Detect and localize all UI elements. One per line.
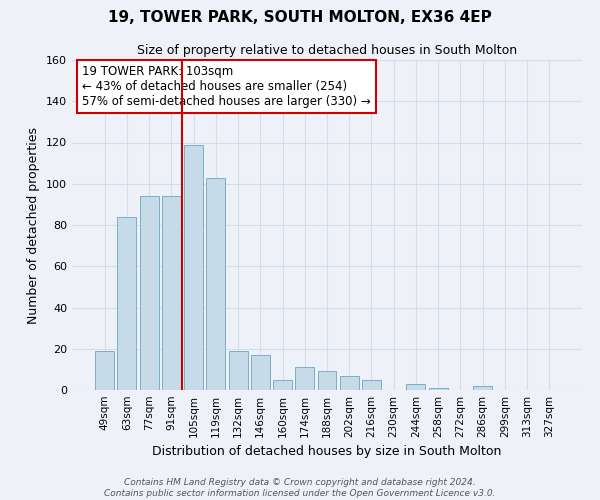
Bar [140, 196, 158, 390]
Text: 19 TOWER PARK: 103sqm
← 43% of detached houses are smaller (254)
57% of semi-det: 19 TOWER PARK: 103sqm ← 43% of detached … [82, 65, 371, 108]
X-axis label: Distribution of detached houses by size in South Molton: Distribution of detached houses by size … [152, 446, 502, 458]
Bar [362, 380, 381, 390]
Bar [429, 388, 448, 390]
Bar [317, 372, 337, 390]
Bar [473, 386, 492, 390]
Bar [118, 217, 136, 390]
Y-axis label: Number of detached properties: Number of detached properties [28, 126, 40, 324]
Bar [251, 355, 270, 390]
Bar [295, 368, 314, 390]
Text: Contains HM Land Registry data © Crown copyright and database right 2024.
Contai: Contains HM Land Registry data © Crown c… [104, 478, 496, 498]
Bar [340, 376, 359, 390]
Bar [95, 351, 114, 390]
Bar [406, 384, 425, 390]
Text: 19, TOWER PARK, SOUTH MOLTON, EX36 4EP: 19, TOWER PARK, SOUTH MOLTON, EX36 4EP [108, 10, 492, 25]
Bar [206, 178, 225, 390]
Bar [184, 144, 203, 390]
Bar [273, 380, 292, 390]
Bar [229, 351, 248, 390]
Title: Size of property relative to detached houses in South Molton: Size of property relative to detached ho… [137, 44, 517, 58]
Bar [162, 196, 181, 390]
